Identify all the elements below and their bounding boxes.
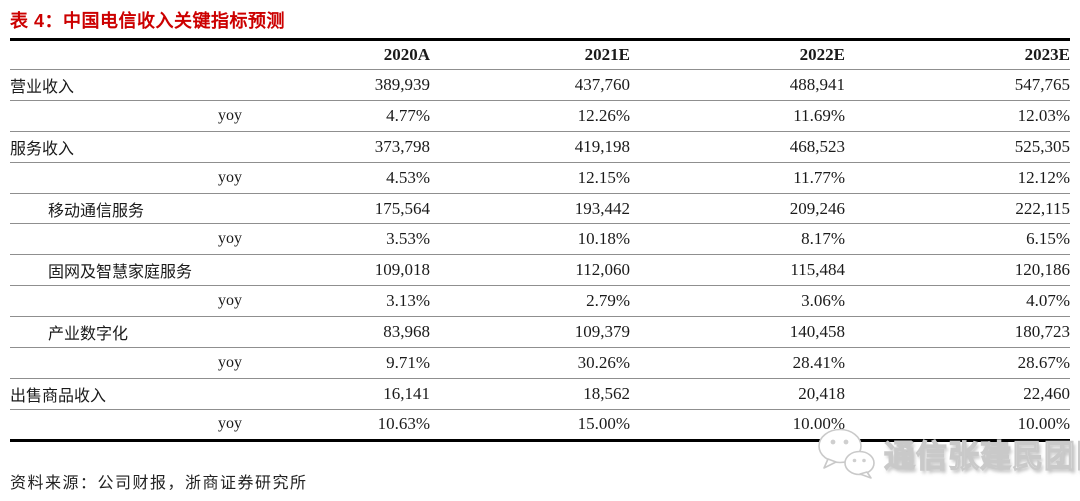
cell-2021E: 10.18%: [430, 223, 630, 256]
cell-2021E: 12.15%: [430, 162, 630, 194]
header-2022E: 2022E: [630, 39, 845, 70]
cell-2020A: 109,018: [250, 254, 430, 287]
row-label: 移动通信服务: [10, 193, 250, 225]
cell-2023E: 28.67%: [845, 347, 1070, 379]
cell-2021E: 193,442: [430, 193, 630, 225]
row-label: 服务收入: [10, 131, 250, 163]
cell-2020A: 3.53%: [250, 223, 430, 256]
cell-2020A: 4.77%: [250, 100, 430, 132]
row-label: yoy: [10, 100, 250, 132]
table-row: yoy 4.53% 12.15% 11.77% 12.12%: [10, 162, 1070, 194]
row-label: 固网及智慧家庭服务: [10, 254, 250, 287]
cell-2022E: 3.06%: [630, 285, 845, 318]
cell-2022E: 468,523: [630, 131, 845, 163]
cell-2022E: 11.77%: [630, 162, 845, 194]
table-row: 服务收入 373,798 419,198 468,523 525,305: [10, 131, 1070, 163]
cell-2020A: 175,564: [250, 193, 430, 225]
row-label: yoy: [218, 415, 242, 433]
cell-2022E: 209,246: [630, 193, 845, 225]
cell-2021E: 30.26%: [430, 347, 630, 379]
row-label: 产业数字化: [10, 316, 250, 349]
cell-2022E: 8.17%: [630, 223, 845, 256]
cell-2023E: 547,765: [845, 69, 1070, 101]
cell-2021E: 2.79%: [430, 285, 630, 318]
cell-2023E: 4.07%: [845, 285, 1070, 318]
cell-2020A: 9.71%: [250, 347, 430, 379]
cell-2021E: 18,562: [430, 378, 630, 410]
cell-2023E: 12.12%: [845, 162, 1070, 194]
row-label: yoy: [10, 285, 250, 318]
row-label: yoy: [10, 223, 250, 256]
cell-2021E: 15.00%: [577, 414, 630, 434]
table-row: yoy 4.77% 12.26% 11.69% 12.03%: [10, 100, 1070, 132]
row-label: yoy: [10, 347, 250, 379]
cell-2023E: 22,460: [845, 378, 1070, 410]
row-label: 营业收入: [10, 69, 250, 101]
cell-2021E: 419,198: [430, 131, 630, 163]
header-blank: [10, 39, 250, 70]
source-note: 资料来源：公司财报，浙商证券研究所: [10, 475, 308, 492]
table-row: 产业数字化 83,968 109,379 140,458 180,723: [10, 316, 1070, 349]
cell-2022E: 115,484: [630, 254, 845, 287]
table-row: 固网及智慧家庭服务 109,018 112,060 115,484 120,18…: [10, 254, 1070, 287]
cell-2022E: 28.41%: [630, 347, 845, 379]
cell-2021E: 112,060: [430, 254, 630, 287]
row-label: yoy: [10, 162, 250, 194]
cell-2022E: 10.00%: [792, 414, 845, 434]
cell-2023E: 180,723: [845, 316, 1070, 349]
table-row: yoy 3.13% 2.79% 3.06% 4.07%: [10, 285, 1070, 318]
cell-2023E: 222,115: [845, 193, 1070, 225]
cell-2020A: 3.13%: [250, 285, 430, 318]
table-row: 移动通信服务 175,564 193,442 209,246 222,115: [10, 193, 1070, 225]
row-label: 出售商品收入: [10, 378, 250, 410]
header-2020A: 2020A: [250, 39, 430, 70]
cell-2020A: 389,939: [250, 69, 430, 101]
table-row: yoy 9.71% 30.26% 28.41% 28.67%: [10, 347, 1070, 379]
cell-2022E: 20,418: [630, 378, 845, 410]
cell-2020A: 16,141: [250, 378, 430, 410]
cell-2023E: 12.03%: [845, 100, 1070, 132]
cell-2023E: 525,305: [845, 131, 1070, 163]
cell-2023E: 120,186: [845, 254, 1070, 287]
table-row: yoy 3.53% 10.18% 8.17% 6.15%: [10, 223, 1070, 256]
cell-2021E: 12.26%: [430, 100, 630, 132]
cell-2020A: 83,968: [250, 316, 430, 349]
cell-2022E: 11.69%: [630, 100, 845, 132]
forecast-table: 2020A 2021E 2022E 2023E 营业收入 389,939 437…: [10, 38, 1070, 442]
header-2021E: 2021E: [430, 39, 630, 70]
cell-2023E: 10.00%: [1017, 414, 1070, 434]
table-row: 出售商品收入 16,141 18,562 20,418 22,460: [10, 378, 1070, 410]
header-2023E: 2023E: [845, 39, 1070, 70]
cell-2020A: 373,798: [250, 131, 430, 163]
cell-2023E: 6.15%: [845, 223, 1070, 256]
cell-2021E: 109,379: [430, 316, 630, 349]
cell-2020A: 4.53%: [250, 162, 430, 194]
cell-2020A: 10.63%: [377, 414, 430, 434]
table-title: 表 4：中国电信收入关键指标预测: [10, 11, 286, 31]
cell-2022E: 140,458: [630, 316, 845, 349]
header-row: 2020A 2021E 2022E 2023E: [10, 39, 1070, 70]
table-row: yoy 10.63% 15.00% 10.00% 10.00%: [10, 409, 1070, 440]
cell-2021E: 437,760: [430, 69, 630, 101]
table-row: 营业收入 389,939 437,760 488,941 547,765: [10, 69, 1070, 101]
cell-2022E: 488,941: [630, 69, 845, 101]
